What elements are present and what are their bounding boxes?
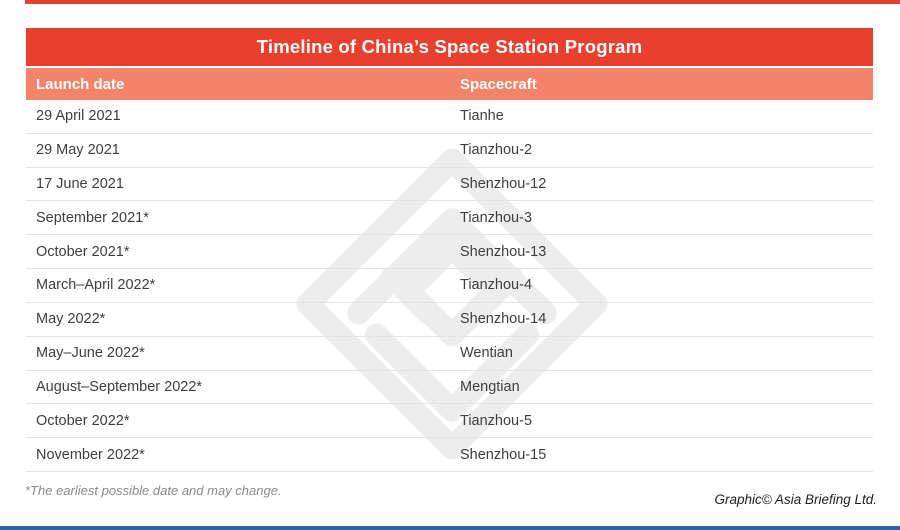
cell-launch-date: September 2021* [36,209,149,226]
table-row: May–June 2022* Wentian [26,337,873,371]
cell-spacecraft: Wentian [460,345,513,362]
cell-launch-date: May 2022* [36,311,106,328]
watermark-lower-chevron [365,323,539,422]
cell-launch-date: August–September 2022* [36,378,203,395]
table-row: August–September 2022* Mengtian [26,371,873,405]
column-header-launch-date: Launch date [36,75,125,93]
table-row: October 2021* Shenzhou-13 [26,235,873,270]
asia-briefing-logo-watermark [296,148,608,460]
cell-spacecraft: Shenzhou-13 [460,243,547,260]
cell-launch-date: May–June 2022* [36,345,145,362]
cell-spacecraft: Shenzhou-12 [460,176,547,193]
watermark-center-diamond [396,235,508,347]
table-row: September 2021* Tianzhou-3 [26,201,873,236]
table-header-row: Launch date Spacecraft [26,68,873,100]
table-row: October 2022* Tianzhou-5 [26,404,873,439]
cell-spacecraft: Tianzhou-3 [460,209,533,226]
cell-spacecraft: Shenzhou-15 [460,446,547,463]
cell-spacecraft: Tianhe [460,108,504,125]
footnote-text: *The earliest possible date and may chan… [25,483,282,498]
watermark-right-tick [464,265,524,325]
credit-text: Graphic© Asia Briefing Ltd. [714,492,877,507]
cell-spacecraft: Tianzhou-4 [460,277,533,294]
cell-launch-date: 17 June 2021 [36,176,124,193]
cell-spacecraft: Tianzhou-2 [460,142,533,159]
watermark-outer-diamond [296,148,608,460]
table-row: 29 May 2021 Tianzhou-2 [26,134,873,168]
table-row: 29 April 2021 Tianhe [26,100,873,134]
table-row: May 2022* Shenzhou-14 [26,303,873,337]
cell-spacecraft: Shenzhou-14 [460,311,547,328]
bottom-accent-rule [0,526,900,530]
table-body: 29 April 2021 Tianhe 29 May 2021 Tianzho… [26,100,873,472]
cell-launch-date: 29 April 2021 [36,108,121,125]
column-header-spacecraft: Spacecraft [460,75,537,93]
cell-launch-date: October 2022* [36,412,130,429]
cell-launch-date: October 2021* [36,243,130,260]
chart-title: Timeline of China’s Space Station Progra… [256,36,643,57]
cell-launch-date: March–April 2022* [36,277,156,294]
watermark-left-tick [380,265,440,325]
table-row: March–April 2022* Tianzhou-4 [26,269,873,303]
cell-spacecraft: Mengtian [460,378,520,395]
cell-launch-date: 29 May 2021 [36,142,120,159]
table-row: 17 June 2021 Shenzhou-12 [26,168,873,202]
title-bar: Timeline of China’s Space Station Progra… [26,28,873,66]
table-row: November 2022* Shenzhou-15 [26,438,873,472]
cell-spacecraft: Tianzhou-5 [460,412,533,429]
cell-launch-date: November 2022* [36,446,145,463]
top-accent-rule [25,0,900,4]
